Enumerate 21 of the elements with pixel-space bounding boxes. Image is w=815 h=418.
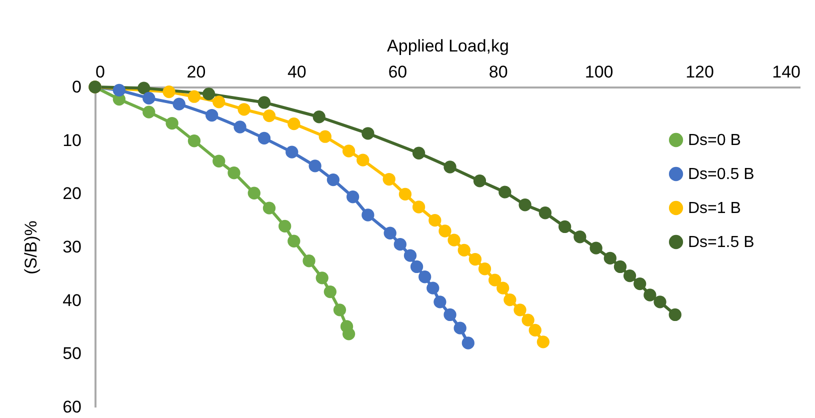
x-tick-label: 100 <box>584 62 614 82</box>
legend-label: Ds=1 B <box>688 200 741 217</box>
y-axis-title: (S/B)% <box>22 220 41 274</box>
legend-label: Ds=1.5 B <box>688 234 754 251</box>
y-tick-label: 50 <box>62 344 82 364</box>
x-tick-label: 40 <box>287 62 306 82</box>
x-tick-label: 80 <box>488 62 508 82</box>
x-axis-title: Applied Load,kg <box>387 36 509 56</box>
x-tick-label: 20 <box>186 62 206 82</box>
y-tick-label: 10 <box>62 130 82 150</box>
y-tick-label: 40 <box>62 290 82 310</box>
y-tick-label: 0 <box>72 78 82 96</box>
y-tick-label: 20 <box>62 184 82 204</box>
legend-label: Ds=0 B <box>688 132 741 149</box>
y-tick-label: 60 <box>62 398 82 416</box>
y-tick-label: 30 <box>62 238 82 256</box>
x-tick-label: 60 <box>388 62 408 82</box>
x-tick-label: 140 <box>772 62 800 82</box>
x-tick-label: 120 <box>686 62 714 82</box>
legend-label: Ds=0.5 B <box>688 166 754 183</box>
x-tick-label: 0 <box>96 62 105 82</box>
